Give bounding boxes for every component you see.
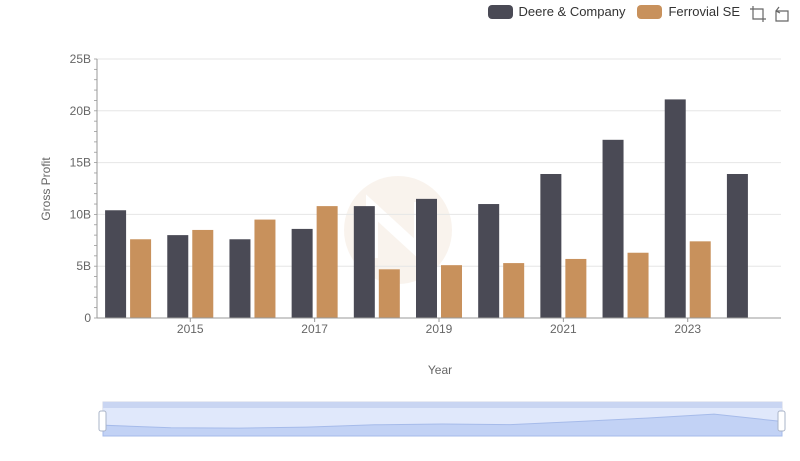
legend-swatch-ferrovial — [637, 4, 663, 19]
bar-deere-2023[interactable] — [664, 99, 686, 319]
restore-icon[interactable] — [774, 6, 790, 22]
legend-label-deere: Deere & Company — [518, 4, 626, 19]
bar-ferrovial-2014[interactable] — [130, 239, 152, 318]
bar-ferrovial-2017[interactable] — [316, 206, 338, 318]
bar-deere-2022[interactable] — [602, 139, 624, 318]
bar-ferrovial-2021[interactable] — [565, 258, 587, 318]
bar-deere-2016[interactable] — [229, 239, 251, 318]
x-tick-label: 2015 — [177, 322, 204, 336]
bar-deere-2020[interactable] — [478, 204, 500, 318]
bar-ferrovial-2019[interactable] — [441, 265, 462, 318]
bar-deere-2018[interactable] — [353, 206, 375, 318]
bar-deere-2017[interactable] — [291, 228, 313, 318]
bar-ferrovial-2018[interactable] — [378, 269, 400, 318]
y-tick-label: 0 — [84, 311, 91, 325]
slider-top-bar[interactable] — [103, 402, 782, 408]
data-zoom-slider[interactable] — [98, 401, 786, 437]
toolbox — [750, 6, 790, 22]
y-tick-label: 15B — [70, 156, 91, 170]
bar-ferrovial-2022[interactable] — [627, 252, 649, 318]
bar-deere-2015[interactable] — [167, 235, 189, 318]
legend-label-ferrovial: Ferrovial SE — [668, 4, 740, 19]
y-tick-label: 20B — [70, 104, 91, 118]
legend-swatch-deere — [487, 4, 513, 19]
x-axis-label: Year — [428, 363, 452, 377]
legend: Deere & Company Ferrovial SE — [487, 4, 740, 19]
y-tick-label: 5B — [76, 259, 91, 273]
x-tick-label: 2021 — [550, 322, 577, 336]
y-axis-label: Gross Profit — [39, 157, 53, 221]
bar-deere-2021[interactable] — [540, 173, 562, 318]
bar-ferrovial-2023[interactable] — [689, 241, 711, 318]
legend-item-deere[interactable]: Deere & Company — [487, 4, 626, 19]
slider-handle-right[interactable] — [777, 410, 786, 432]
y-tick-label: 10B — [70, 207, 91, 221]
x-tick-label: 2017 — [301, 322, 328, 336]
bar-deere-2019[interactable] — [416, 198, 437, 318]
slider-preview-line — [102, 413, 783, 437]
x-tick-label: 2019 — [426, 322, 453, 336]
bar-ferrovial-2015[interactable] — [192, 229, 214, 318]
y-tick-label: 25B — [70, 52, 91, 66]
bar-ferrovial-2020[interactable] — [503, 263, 525, 318]
bar-deere-2024[interactable] — [726, 173, 748, 318]
bar-ferrovial-2016[interactable] — [254, 219, 276, 318]
bar-deere-2014[interactable] — [105, 210, 127, 318]
zoom-icon[interactable] — [750, 6, 766, 22]
x-tick-label: 2023 — [674, 322, 701, 336]
slider-handle-left[interactable] — [98, 410, 107, 432]
legend-item-ferrovial[interactable]: Ferrovial SE — [637, 4, 740, 19]
